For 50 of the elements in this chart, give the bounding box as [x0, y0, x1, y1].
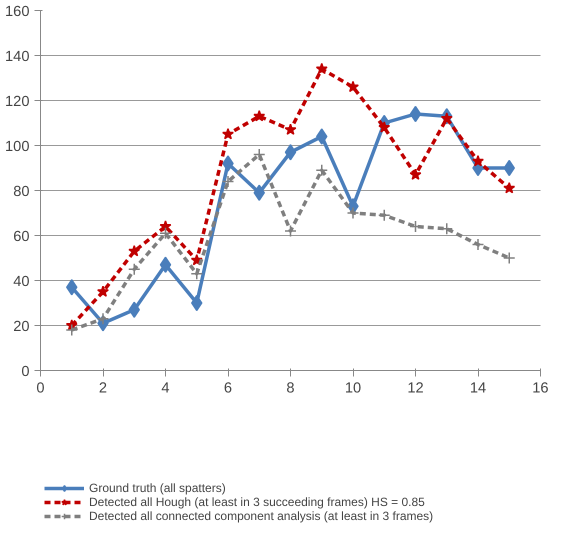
point: [316, 62, 328, 74]
point: [128, 263, 140, 276]
point: [66, 324, 78, 336]
point: [128, 245, 140, 256]
y-tick-label: 60: [13, 229, 30, 245]
y-tick-label: 120: [5, 94, 30, 110]
point: [222, 128, 234, 140]
point: [503, 252, 516, 264]
y-tick-label: 160: [5, 4, 30, 20]
y-tick-label: 40: [13, 274, 30, 290]
point: [160, 220, 172, 232]
legend-label: Detected all connected component analysis (at least in 3 frames): [89, 508, 434, 522]
point: [503, 182, 516, 194]
y-tick-label: 100: [5, 139, 30, 155]
point: [159, 227, 172, 240]
y-tick-label: 20: [13, 319, 30, 335]
y-tick-label: 80: [13, 184, 30, 200]
point: [347, 80, 359, 92]
point: [472, 238, 484, 251]
legend-label: Ground truth (all spatters): [89, 480, 226, 494]
x-tick-label: 2: [98, 380, 108, 396]
x-tick-label: 12: [407, 380, 424, 396]
point: [96, 312, 110, 325]
x-tick-label: 4: [161, 380, 170, 396]
legend-label: Detected all Hough (at least in 3 succeeding frames) HS = 0.85: [89, 494, 425, 508]
x-tick-label: 10: [344, 380, 362, 396]
point: [190, 268, 203, 280]
point: [222, 155, 234, 172]
point: [222, 175, 234, 188]
y-tick-label: 0: [21, 364, 30, 380]
x-tick-label: 8: [286, 380, 295, 396]
point: [160, 256, 172, 273]
point: [284, 144, 296, 160]
point: [346, 206, 360, 220]
point: [284, 224, 297, 238]
x-tick-label: 14: [470, 380, 486, 396]
point: [472, 155, 484, 166]
x-tick-label: 6: [224, 380, 232, 396]
point: [253, 148, 266, 161]
y-tick-label: 140: [5, 49, 30, 65]
point: [410, 106, 422, 122]
point: [410, 168, 422, 180]
point: [284, 124, 296, 135]
x-tick-label: 0: [36, 380, 45, 396]
point: [378, 121, 390, 133]
point: [97, 286, 109, 297]
point: [253, 110, 266, 122]
x-tick-label: 16: [532, 380, 549, 396]
point: [378, 209, 390, 222]
point: [316, 164, 328, 176]
